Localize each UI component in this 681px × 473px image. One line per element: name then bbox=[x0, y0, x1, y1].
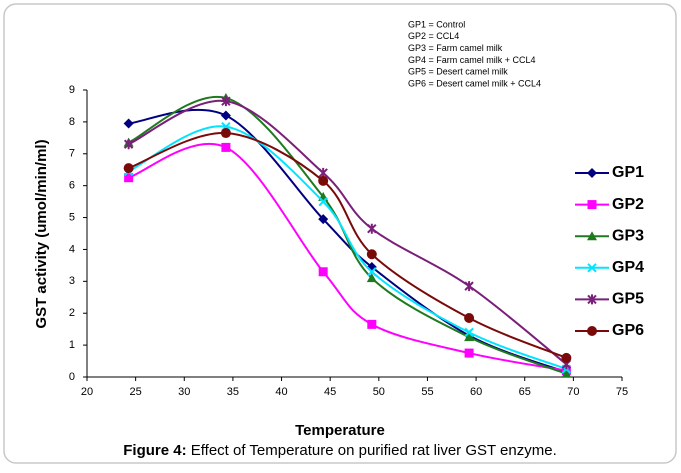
marker bbox=[220, 128, 231, 139]
note: GP5 = Desert camel milk bbox=[408, 67, 508, 77]
caption-text: Effect of Temperature on purified rat li… bbox=[187, 442, 557, 459]
marker bbox=[366, 273, 377, 283]
y-tick-label: 0 bbox=[69, 371, 75, 383]
x-tick-label: 60 bbox=[470, 386, 482, 398]
marker bbox=[367, 223, 377, 234]
series-line bbox=[128, 125, 567, 370]
legend-label: GP1 bbox=[612, 164, 644, 181]
x-tick-label: 75 bbox=[616, 386, 628, 398]
marker bbox=[221, 96, 231, 107]
legend-label: GP4 bbox=[612, 259, 644, 276]
x-tick-label: 35 bbox=[227, 386, 239, 398]
marker bbox=[367, 319, 377, 329]
y-axis-title: GST activity (umol/min/ml) bbox=[33, 139, 50, 328]
y-tick-label: 9 bbox=[69, 84, 75, 96]
x-tick-label: 25 bbox=[130, 386, 142, 398]
marker bbox=[464, 313, 475, 324]
marker bbox=[587, 326, 597, 336]
marker bbox=[123, 139, 134, 150]
y-tick-label: 4 bbox=[69, 243, 75, 255]
marker bbox=[123, 118, 134, 129]
note: GP2 = CCL4 bbox=[408, 31, 459, 41]
marker bbox=[318, 214, 329, 225]
marker bbox=[318, 196, 328, 207]
y-tick-label: 2 bbox=[69, 307, 75, 319]
y-tick-label: 5 bbox=[69, 211, 75, 223]
caption: Figure 4: Effect of Temperature on purif… bbox=[123, 442, 557, 459]
y-tick-label: 3 bbox=[69, 275, 75, 287]
marker bbox=[366, 249, 377, 260]
marker bbox=[464, 327, 474, 338]
y-tick-label: 1 bbox=[69, 339, 75, 351]
series-line bbox=[128, 108, 567, 374]
marker bbox=[464, 348, 474, 358]
series-line bbox=[128, 132, 567, 359]
note: GP3 = Farm camel milk bbox=[408, 43, 503, 53]
legend-label: GP3 bbox=[612, 227, 644, 244]
marker bbox=[561, 352, 572, 363]
legend-label: GP6 bbox=[612, 322, 644, 339]
marker bbox=[464, 281, 474, 292]
x-axis-title: Temperature bbox=[295, 422, 385, 439]
marker bbox=[464, 332, 475, 342]
caption-label: Figure 4: bbox=[123, 442, 186, 459]
x-tick-label: 30 bbox=[178, 386, 190, 398]
x-tick-label: 40 bbox=[275, 386, 287, 398]
x-tick-label: 20 bbox=[81, 386, 93, 398]
marker bbox=[587, 231, 597, 241]
x-tick-label: 50 bbox=[373, 386, 385, 398]
x-tick-label: 70 bbox=[567, 386, 579, 398]
y-tick-label: 8 bbox=[69, 116, 75, 128]
marker bbox=[587, 263, 597, 273]
marker bbox=[367, 267, 377, 277]
marker bbox=[318, 267, 328, 277]
legend-label: GP5 bbox=[612, 291, 644, 308]
series-line bbox=[128, 99, 567, 366]
x-tick-label: 55 bbox=[421, 386, 433, 398]
marker bbox=[561, 368, 572, 378]
x-tick-label: 65 bbox=[519, 386, 531, 398]
note: GP1 = Control bbox=[408, 19, 465, 29]
legend-label: GP2 bbox=[612, 196, 644, 213]
marker bbox=[587, 168, 597, 178]
note: GP6 = Desert camel milk + CCL4 bbox=[408, 78, 541, 88]
y-tick-label: 6 bbox=[69, 180, 75, 192]
marker bbox=[587, 294, 597, 305]
note: GP4 = Farm camel milk + CCL4 bbox=[408, 55, 536, 65]
marker bbox=[318, 175, 329, 186]
marker bbox=[124, 173, 134, 183]
marker bbox=[221, 142, 231, 152]
y-tick-label: 7 bbox=[69, 148, 75, 160]
marker bbox=[220, 110, 231, 121]
marker bbox=[587, 200, 597, 210]
marker bbox=[123, 163, 134, 174]
x-tick-label: 45 bbox=[324, 386, 336, 398]
